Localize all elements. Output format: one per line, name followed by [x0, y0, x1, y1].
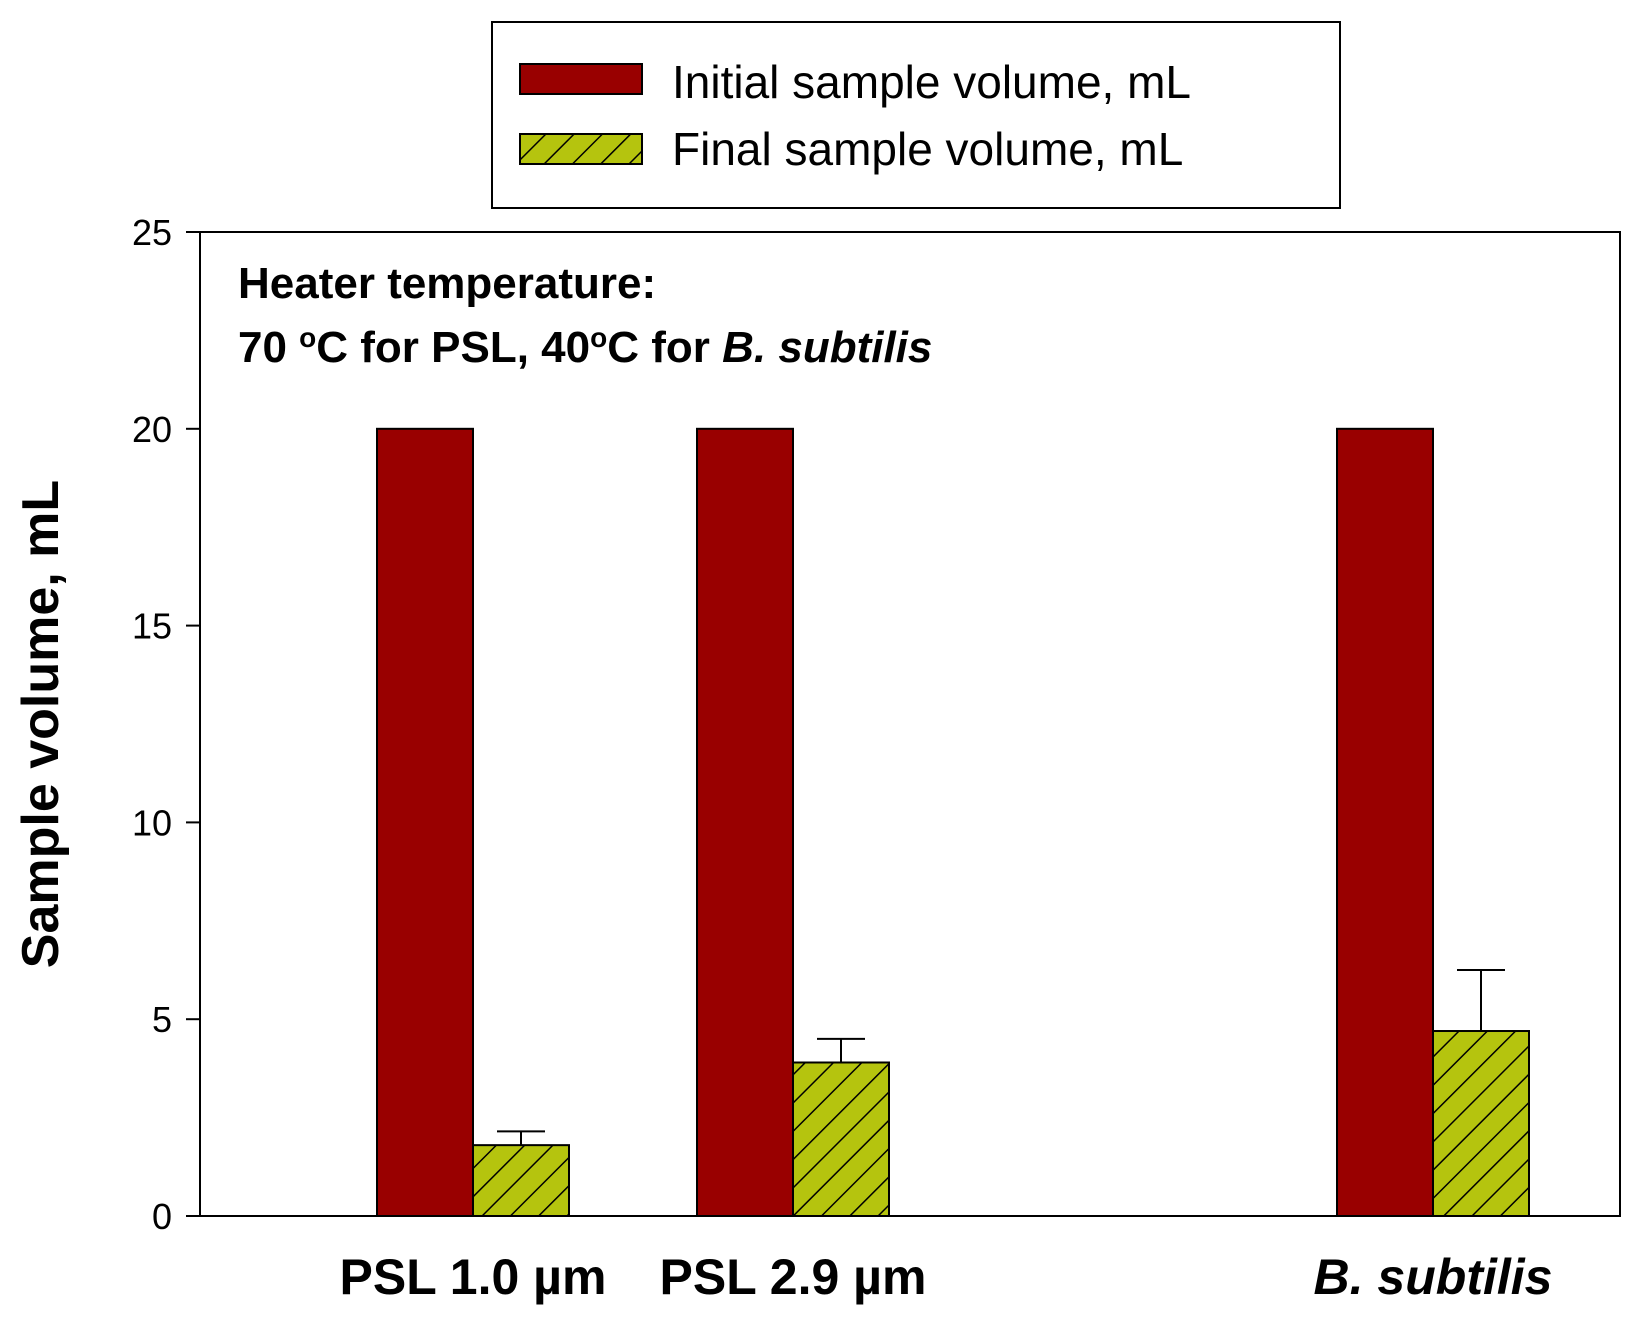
- bar-final: [1432, 1030, 1530, 1218]
- annotation-degree-2: o: [590, 322, 607, 353]
- legend-label-initial: Initial sample volume, mL: [672, 56, 1191, 108]
- bars: [376, 427, 1530, 1218]
- legend-box: [491, 21, 1341, 209]
- x-category-label: B. subtilis: [1314, 1249, 1553, 1305]
- x-category-label: PSL 2.9 µm: [660, 1249, 927, 1305]
- annotation-part-b: C for PSL, 40: [316, 323, 590, 372]
- y-axis: 0 5 10 15 20 25: [132, 212, 200, 1237]
- x-category-label: PSL 1.0 µm: [340, 1249, 607, 1305]
- legend-swatch-final: [519, 133, 643, 165]
- plot-frame: [199, 231, 1621, 1217]
- category-labels: PSL 1.0 µm PSL 2.9 µm B. subtilis: [340, 1249, 1553, 1305]
- y-tick-label: 0: [152, 1196, 172, 1237]
- bar-initial: [376, 427, 474, 1217]
- annotation-line-2: 70 oC for PSL, 40oC for B. subtilis: [238, 322, 932, 373]
- bar-final: [792, 1061, 890, 1217]
- y-axis-label: Sample volume, mL: [12, 480, 70, 968]
- y-tick-label: 25: [132, 212, 172, 253]
- y-tick-label: 20: [132, 409, 172, 450]
- annotation-part-c: C for: [607, 323, 722, 372]
- annotation-degree-1: o: [299, 322, 316, 353]
- annotation-species: B. subtilis: [722, 323, 932, 372]
- legend: Initial sample volume, mL Final sample v…: [491, 21, 1341, 209]
- bar-initial: [696, 427, 794, 1217]
- bar-final: [472, 1144, 570, 1217]
- annotation-line-1: Heater temperature:: [238, 259, 656, 308]
- annotation-part-a: 70: [238, 323, 299, 372]
- legend-swatch-initial: [519, 63, 643, 95]
- bar-initial: [1336, 427, 1434, 1217]
- y-tick-label: 10: [132, 802, 172, 843]
- y-tick-label: 15: [132, 606, 172, 647]
- y-tick-label: 5: [152, 999, 172, 1040]
- legend-label-final: Final sample volume, mL: [672, 123, 1183, 175]
